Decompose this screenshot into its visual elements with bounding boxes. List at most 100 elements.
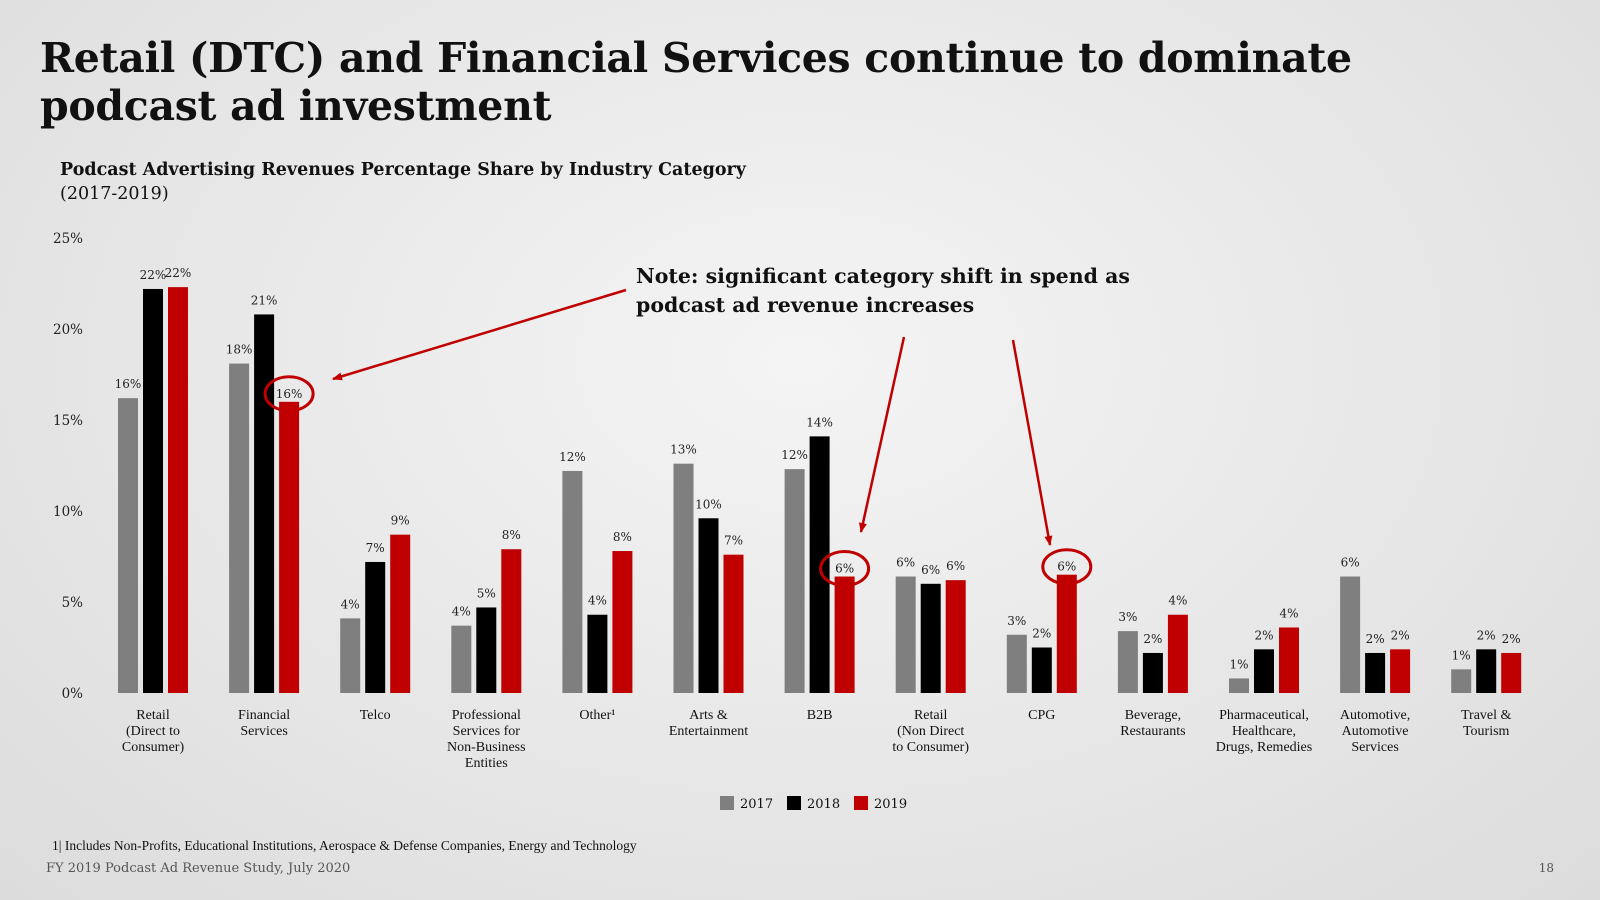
bar-2018	[1142, 652, 1163, 693]
bar-2018	[365, 561, 386, 693]
bar-2019	[1501, 652, 1522, 693]
y-tick-label: 0%	[62, 686, 84, 702]
data-label: 4%	[588, 594, 607, 608]
annotation-note: Note: significant category shift in spen…	[636, 264, 1130, 317]
data-label: 6%	[896, 556, 915, 570]
x-category-label: Arts & Entertainment	[669, 708, 748, 739]
data-label: 4%	[452, 605, 471, 619]
page-number: 18	[1538, 861, 1554, 875]
data-labels: 16% 22%22% 18% 21% 16% 4% 7% 9% 4% 5% 8% 12% 4% 8% 13%…	[115, 266, 1521, 671]
bar-2019	[279, 401, 300, 693]
bar-2017	[562, 470, 583, 693]
data-label: 4%	[341, 597, 360, 611]
bar-2019	[168, 287, 188, 693]
data-label: 6%	[835, 562, 854, 576]
data-label: 2%	[1032, 627, 1051, 641]
data-label: 13%	[670, 443, 697, 457]
data-label: 2%	[1143, 632, 1162, 646]
data-label: 2%	[1254, 628, 1273, 642]
bar-2019	[834, 576, 855, 693]
bar-2018	[476, 607, 497, 693]
y-axis: 0% 5% 10% 15% 20% 25%	[53, 231, 83, 702]
legend-label-2019: 2019	[874, 797, 907, 812]
bar-2017	[784, 469, 805, 693]
legend-label-2018: 2018	[807, 797, 840, 812]
data-label: 18%	[226, 343, 253, 357]
data-label: 22%	[165, 266, 192, 280]
data-label: 4%	[1279, 606, 1298, 620]
data-label: 8%	[502, 528, 521, 542]
data-label: 21%	[251, 293, 278, 307]
x-category-label: Telco	[360, 708, 391, 723]
highlight-circle	[819, 550, 871, 588]
data-label: 9%	[391, 514, 410, 528]
data-label: 16%	[115, 377, 142, 391]
bar-2019	[723, 554, 744, 693]
y-tick-label: 25%	[53, 231, 83, 247]
x-category-label: Retail (Direct to Consumer)	[122, 708, 185, 755]
data-label: 2%	[1502, 632, 1521, 646]
data-label: 2%	[1366, 632, 1385, 646]
bar-2018	[920, 583, 941, 693]
bar-2017	[673, 463, 694, 693]
bar-2017	[1340, 576, 1361, 693]
annotation-arrows	[332, 288, 1053, 546]
data-label: 7%	[366, 541, 385, 555]
footnote: 1| Includes Non-Profits, Educational Ins…	[52, 838, 637, 853]
bar-2017	[1451, 669, 1472, 693]
chart-title: Podcast Advertising Revenues Percentage …	[60, 160, 746, 180]
arrow-to-cpg	[1011, 339, 1053, 546]
data-label: 6%	[1057, 560, 1076, 574]
slide-title: Retail (DTC) and Financial Services cont…	[40, 34, 1352, 130]
bar-2018	[1476, 649, 1497, 693]
bar-2018	[1254, 649, 1274, 693]
data-label: 16%	[276, 387, 303, 401]
bar-2018	[587, 614, 608, 693]
bar-2018	[1031, 647, 1052, 693]
x-axis: Retail (Direct to Consumer) Financial Servic…	[122, 708, 1512, 771]
bar-2018	[143, 288, 163, 693]
data-label: 6%	[921, 563, 940, 577]
legend-swatch-2017	[720, 796, 734, 810]
bar-2017	[340, 618, 361, 693]
x-category-label: Financial Services	[238, 708, 290, 739]
footer-source: FY 2019 Podcast Ad Revenue Study, July 2…	[46, 861, 351, 876]
bar-2017	[1117, 631, 1138, 693]
x-category-label: Automotive, Automotive Services	[1340, 708, 1410, 755]
bar-2019	[1390, 649, 1411, 693]
x-category-label: Travel & Tourism	[1461, 708, 1512, 739]
x-category-label: Other¹	[579, 708, 615, 723]
data-label: 7%	[724, 534, 743, 548]
data-label: 8%	[613, 530, 632, 544]
data-label: 14%	[806, 415, 833, 429]
x-category-label: CPG	[1028, 708, 1055, 723]
data-label: 3%	[1007, 614, 1026, 628]
data-label: 1%	[1229, 657, 1248, 671]
bar-2017	[1229, 678, 1249, 693]
x-category-label: B2B	[807, 708, 833, 723]
x-category-label: Professional Services for Non-Business Enti…	[447, 708, 526, 771]
y-tick-label: 5%	[62, 595, 84, 611]
bar-2017	[895, 576, 916, 693]
bar-2017	[229, 363, 250, 693]
bars	[118, 287, 1522, 693]
y-tick-label: 15%	[53, 413, 83, 429]
arrow-to-b2b	[859, 336, 906, 533]
bar-2018	[1365, 652, 1386, 693]
data-label: 1%	[1452, 648, 1471, 662]
bar-2019	[1167, 614, 1188, 693]
data-label: 12%	[559, 450, 586, 464]
bar-2017	[451, 625, 472, 693]
bar-2019	[612, 551, 633, 693]
legend-label-2017: 2017	[740, 797, 773, 812]
chart-subtitle: (2017-2019)	[60, 184, 169, 204]
bar-2018	[698, 518, 719, 693]
data-label: 12%	[781, 448, 808, 462]
highlight-circles	[263, 375, 1093, 588]
x-category-label: Retail (Non Direct to Consumer)	[892, 708, 969, 755]
data-label: 6%	[1341, 556, 1360, 570]
data-label: 4%	[1168, 594, 1187, 608]
data-label: 2%	[1391, 628, 1410, 642]
data-label: 22%	[140, 268, 167, 282]
